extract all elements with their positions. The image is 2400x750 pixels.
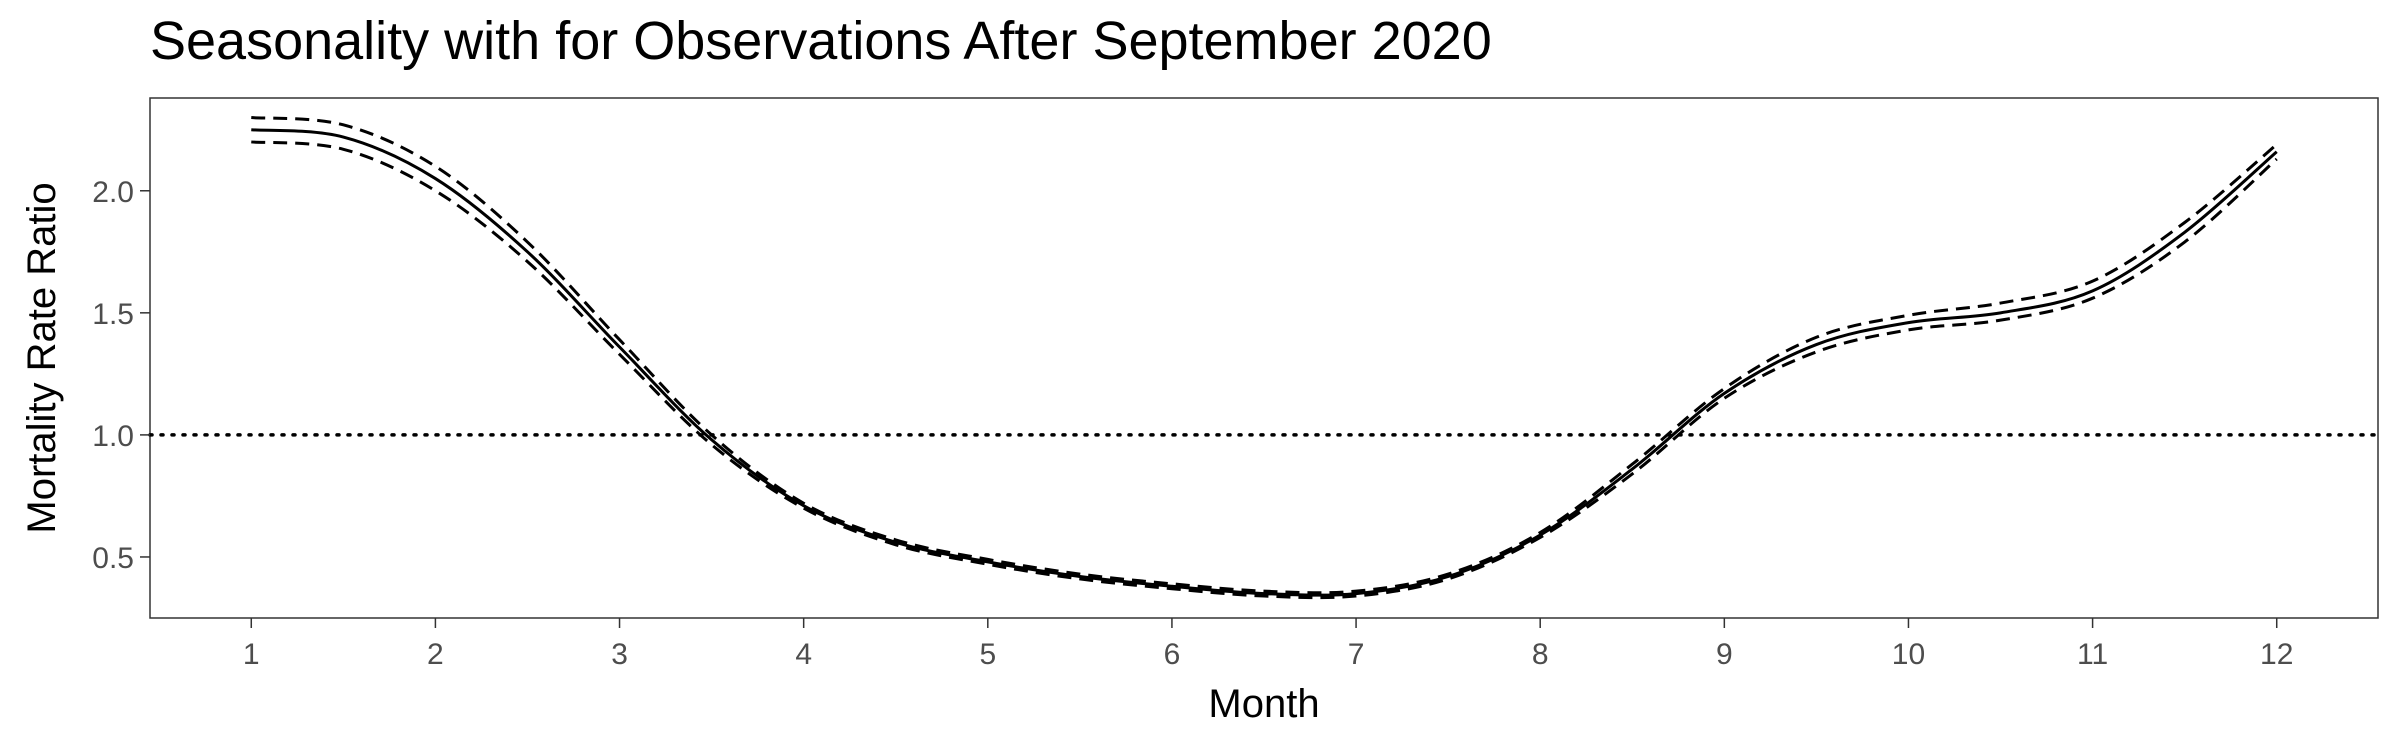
x-axis-title: Month bbox=[1208, 682, 1319, 726]
plot-panel bbox=[149, 97, 2379, 619]
chart-title: Seasonality with for Observations After … bbox=[150, 11, 1492, 71]
x-tick-label: 3 bbox=[611, 638, 628, 671]
estimate-line bbox=[251, 128, 2278, 597]
x-tick-label: 10 bbox=[1892, 638, 1925, 671]
x-tick-label: 6 bbox=[1164, 638, 1181, 671]
x-tick-label: 8 bbox=[1532, 638, 1549, 671]
x-tick-label: 4 bbox=[795, 638, 812, 671]
upper-bound-line bbox=[251, 116, 2278, 595]
x-tick-label: 5 bbox=[979, 638, 996, 671]
lower-bound-line bbox=[251, 140, 2278, 600]
x-tick-label: 12 bbox=[2260, 638, 2293, 671]
x-tick-label: 2 bbox=[427, 638, 444, 671]
y-tick-label: 1.5 bbox=[92, 298, 134, 331]
y-axis-title: Mortality Rate Ratio bbox=[20, 182, 64, 533]
x-tick-label: 11 bbox=[2077, 638, 2108, 671]
x-tick-label: 7 bbox=[1348, 638, 1365, 671]
y-tick-label: 0.5 bbox=[92, 542, 134, 575]
y-tick-label: 1.0 bbox=[92, 420, 134, 453]
x-tick-label: 1 bbox=[243, 638, 260, 671]
y-tick-label: 2.0 bbox=[92, 176, 134, 209]
x-tick-label: 9 bbox=[1716, 638, 1733, 671]
